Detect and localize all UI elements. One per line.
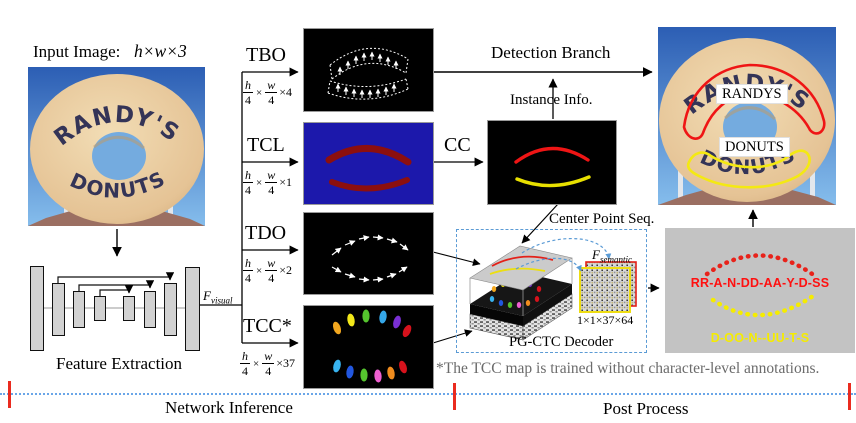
tcc-footnote: *The TCC map is trained without characte… bbox=[436, 360, 820, 377]
stage-label-network-inference: Network Inference bbox=[165, 398, 293, 417]
cc-instance-map bbox=[487, 120, 617, 205]
tcc-map bbox=[303, 305, 434, 389]
stage-tick-left bbox=[8, 381, 11, 408]
branch-label-tdo: TDO bbox=[245, 222, 287, 244]
f-semantic-label: Fsemantic bbox=[592, 247, 632, 265]
fe-bar bbox=[164, 283, 177, 336]
f-semantic-sub: semantic bbox=[599, 254, 632, 265]
f-semantic-map-front bbox=[579, 267, 631, 313]
tdo-map bbox=[303, 212, 434, 295]
detection-outline-donuts bbox=[686, 149, 811, 189]
tensor-dims-label: 1×1×37×64 bbox=[577, 313, 634, 327]
pgctc-decoder-graphic bbox=[469, 237, 637, 341]
fe-bar bbox=[94, 296, 106, 321]
fe-bar bbox=[30, 266, 44, 351]
cc-label: CC bbox=[444, 134, 471, 156]
f-visual-base: F bbox=[203, 288, 211, 303]
recognition-text-bottom: D-OO-N--UU-T-S bbox=[710, 331, 810, 345]
fe-bar bbox=[185, 267, 200, 351]
output-label-donuts: DONUTS bbox=[719, 137, 790, 157]
fe-bar bbox=[123, 296, 135, 321]
tbo-map bbox=[303, 28, 434, 112]
instance-info-label: Instance Info. bbox=[510, 92, 593, 108]
stage-tick-right bbox=[848, 383, 851, 410]
recognition-text-top: RR-A-N-DD-AA-Y-D-SS bbox=[690, 276, 830, 290]
detection-branch-label: Detection Branch bbox=[491, 43, 611, 62]
donut-hole bbox=[92, 132, 146, 180]
fe-bar bbox=[144, 291, 156, 328]
detection-outline-randys bbox=[682, 63, 826, 140]
f-visual-label: Fvisual bbox=[203, 288, 232, 306]
branch-label-tbo: TBO bbox=[246, 44, 286, 66]
branch-label-tcl: TCL bbox=[247, 134, 285, 156]
branch-label-tcc: TCC* bbox=[243, 315, 292, 337]
recognition-arcs bbox=[704, 253, 818, 318]
fe-bar bbox=[52, 283, 65, 336]
f-semantic-base: F bbox=[592, 247, 600, 262]
input-photo: RANDY'S DONUTS bbox=[28, 67, 205, 226]
center-point-seq-label: Center Point Seq. bbox=[549, 211, 655, 227]
stage-tick-middle bbox=[453, 383, 456, 410]
stage-label-post-process: Post Process bbox=[603, 399, 689, 418]
feature-extraction-caption: Feature Extraction bbox=[56, 354, 183, 373]
stage-separator-line bbox=[0, 393, 856, 395]
tcc-character-blobs bbox=[332, 309, 412, 383]
output-photo: RANDY'S DONUTS bbox=[658, 27, 836, 205]
input-dims-label: h×w×3 bbox=[134, 41, 187, 61]
pgctc-decoder-box bbox=[456, 229, 647, 353]
input-image-label: Input Image: bbox=[33, 42, 121, 61]
output-label-randys: RANDYS bbox=[716, 84, 788, 104]
tcl-map bbox=[303, 122, 434, 205]
pgctc-decoder-label: PG-CTC Decoder bbox=[509, 334, 614, 350]
fe-bar bbox=[73, 291, 85, 328]
f-visual-sub: visual bbox=[210, 295, 233, 306]
recognition-panel bbox=[665, 228, 855, 353]
